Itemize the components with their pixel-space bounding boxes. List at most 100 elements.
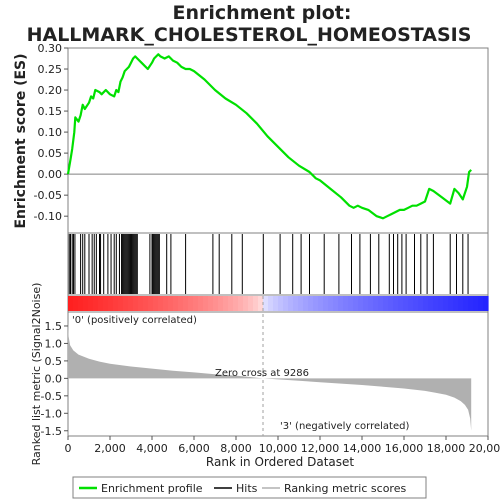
es-y-tick-label: 0.00 [38, 168, 63, 181]
rank-color-bar [68, 296, 489, 311]
hit-marks [68, 234, 469, 294]
color-bar-segment [238, 296, 244, 311]
color-bar-segment [448, 296, 454, 311]
es-panel-frame [67, 47, 489, 234]
es-y-tick-label: -0.10 [34, 210, 62, 223]
color-bar-segment [473, 296, 479, 311]
legend-box [72, 476, 427, 499]
color-bar-segment [408, 296, 414, 311]
es-y-tick-label: 0.20 [38, 84, 63, 97]
ranked-list-metric-area [68, 320, 472, 431]
color-bar-segment [68, 296, 74, 311]
color-bar-segment [198, 296, 204, 311]
color-bar-segment [168, 296, 174, 311]
color-bar-segment [333, 296, 339, 311]
chart-title-line2: HALLMARK_CHOLESTEROL_HOMEOSTASIS [27, 24, 472, 46]
color-bar-segment [313, 296, 319, 311]
color-bar-segment [268, 296, 274, 311]
color-bar-segment [133, 296, 139, 311]
color-bar-segment [468, 296, 474, 311]
color-bar-segment [83, 296, 89, 311]
color-bar-segment [373, 296, 379, 311]
color-bar-segment [253, 296, 259, 311]
rank-x-axis: 0 2,000 4,000 6,000 8,000 10,000 12,000 14,000 1… [65, 436, 500, 455]
es-y-axis: -0.10 -0.05 0.00 0.05 0.10 0.15 0.20 0.25 0.30 [34, 42, 68, 223]
x-tick-label: 6,000 [178, 442, 210, 455]
color-bar-segment [128, 296, 134, 311]
color-bar-segment [318, 296, 324, 311]
es-y-tick-label: 0.25 [38, 63, 63, 76]
legend-metric-label: Ranking metric scores [284, 482, 406, 495]
color-bar-segment [463, 296, 469, 311]
metric-y-tick-label: -0.5 [41, 390, 62, 403]
color-bar-segment [178, 296, 184, 311]
color-bar-segment [158, 296, 164, 311]
color-bar-segment [298, 296, 304, 311]
metric-area-fill [68, 320, 472, 431]
color-bar-segment [483, 296, 489, 311]
color-bar-segment [423, 296, 429, 311]
x-tick-label: 0 [65, 442, 72, 455]
hits-panel-frame [67, 232, 489, 296]
x-tick-label: 16,000 [385, 442, 424, 455]
color-bar-segment [188, 296, 194, 311]
color-bar-segment [118, 296, 124, 311]
rank-x-axis-label: Rank in Ordered Dataset [206, 455, 354, 469]
legend-hits-label: Hits [236, 482, 258, 495]
color-bar-segment [183, 296, 189, 311]
color-bar-segment [338, 296, 344, 311]
negative-correlation-label: '3' (negatively correlated) [280, 421, 409, 432]
color-bar-segment [223, 296, 229, 311]
color-bar-segment [108, 296, 114, 311]
metric-y-tick-label: 1.5 [45, 320, 63, 333]
metric-y-tick-label: -1.0 [41, 407, 62, 420]
color-bar-segment [293, 296, 299, 311]
enrichment-profile-line [66, 53, 472, 220]
es-y-tick-label: -0.05 [34, 189, 62, 202]
color-bar-segment [143, 296, 149, 311]
color-bar-segment [428, 296, 434, 311]
es-y-tick-label: 0.30 [38, 42, 63, 55]
color-bar-segment [303, 296, 309, 311]
color-bar-segment [378, 296, 384, 311]
metric-y-tick-label: 1.0 [45, 337, 63, 350]
color-bar-segment [323, 296, 329, 311]
color-bar-segment [213, 296, 219, 311]
x-tick-label: 20,000 [469, 442, 500, 455]
color-bar-segment [138, 296, 144, 311]
enrichment-profile-series [66, 53, 472, 220]
color-bar-segment [113, 296, 119, 311]
color-bar-segment [173, 296, 179, 311]
color-bar-segment [148, 296, 154, 311]
metric-y-tick-label: -1.5 [41, 425, 62, 438]
color-bar-segment [93, 296, 99, 311]
color-bar-segment [403, 296, 409, 311]
color-bar-segment [368, 296, 374, 311]
color-bar-segment [283, 296, 289, 311]
color-bar-segment [388, 296, 394, 311]
color-bar-segment [358, 296, 364, 311]
color-bar-segment [258, 296, 264, 311]
color-bar-segment [98, 296, 104, 311]
color-bar-segment [383, 296, 389, 311]
color-bar-segment [273, 296, 279, 311]
color-bar-segment [328, 296, 334, 311]
color-bar-segment [233, 296, 239, 311]
color-bar-segment [348, 296, 354, 311]
color-bar-segment [343, 296, 349, 311]
chart-title-line1: Enrichment plot: [173, 2, 352, 24]
x-tick-label: 10,000 [259, 442, 298, 455]
x-tick-label: 4,000 [136, 442, 168, 455]
color-bar-segment [218, 296, 224, 311]
color-bar-segment [418, 296, 424, 311]
metric-y-axis: -1.5 -1.0 -0.5 0.0 0.5 1.0 1.5 [41, 320, 68, 438]
x-tick-label: 2,000 [94, 442, 126, 455]
color-bar-segment [73, 296, 79, 311]
x-tick-label: 8,000 [220, 442, 252, 455]
legend-es-label: Enrichment profile [101, 482, 203, 495]
color-bar-segment [438, 296, 444, 311]
x-tick-label: 18,000 [427, 442, 466, 455]
x-tick-label: 12,000 [301, 442, 340, 455]
color-bar-segment [433, 296, 439, 311]
color-bar-segment [153, 296, 159, 311]
